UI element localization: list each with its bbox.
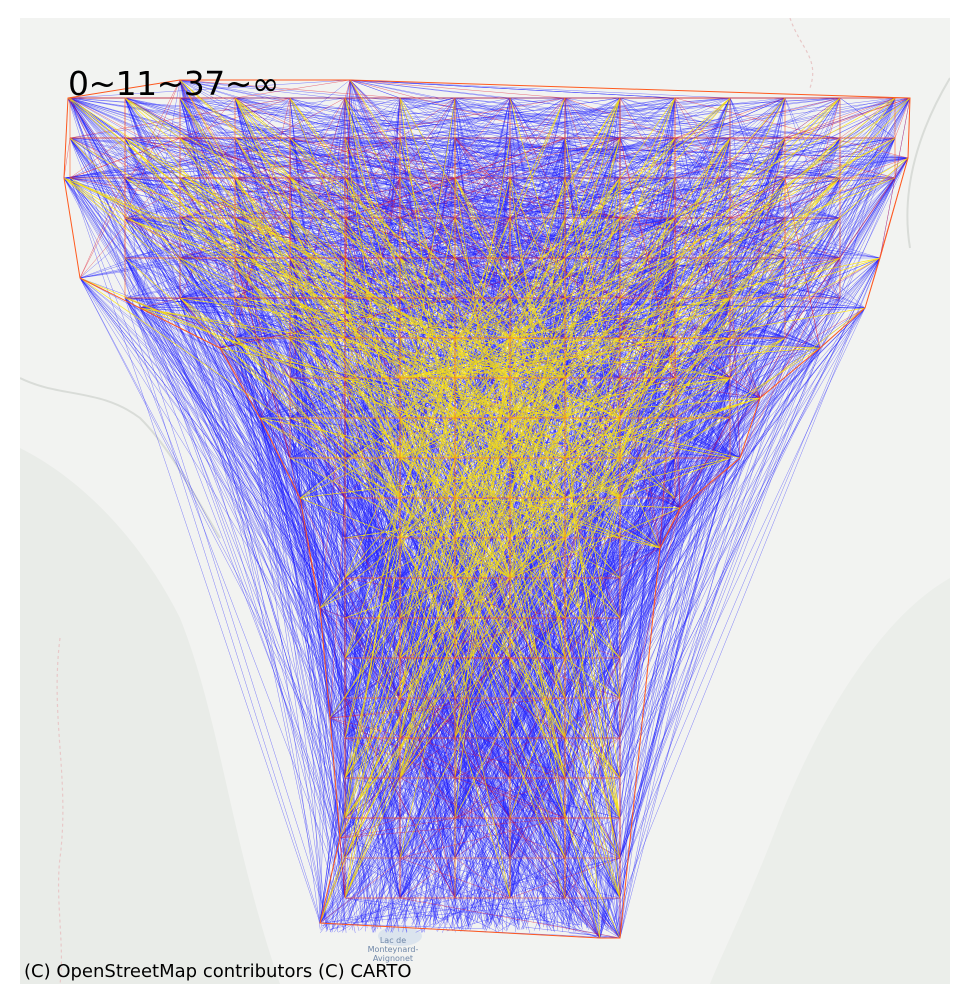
lake xyxy=(378,926,422,946)
lake-label-line-1: Lac de xyxy=(379,936,407,945)
boundary xyxy=(56,637,64,984)
boundary-north xyxy=(789,18,814,89)
lake-label-line-3: Avignonet xyxy=(372,954,414,963)
map-frame[interactable]: Lac de Monteynard- Avignonet 0~11~37~∞ (… xyxy=(20,18,950,984)
network-outline xyxy=(63,79,911,939)
distance-legend: 0~11~37~∞ xyxy=(68,64,279,103)
valley-shading xyxy=(20,448,280,984)
grid-lines xyxy=(69,97,896,899)
road-east xyxy=(906,77,950,249)
network-map xyxy=(20,18,950,984)
lake-label: Lac de Monteynard- Avignonet xyxy=(363,936,423,963)
lake-label-line-2: Monteynard- xyxy=(367,945,419,954)
valley-shading-east xyxy=(710,578,950,984)
grid-cells xyxy=(63,79,911,939)
map-attribution: (C) OpenStreetMap contributors (C) CARTO xyxy=(24,961,412,982)
